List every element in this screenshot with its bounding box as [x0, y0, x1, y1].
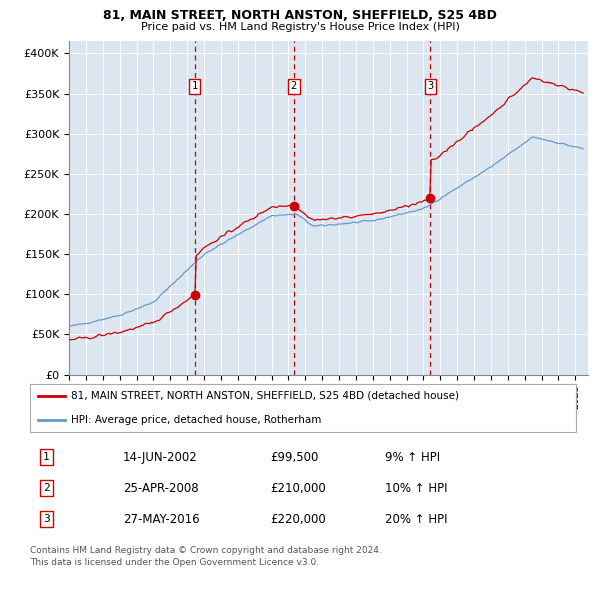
Text: 2: 2: [290, 81, 297, 91]
Text: 14-JUN-2002: 14-JUN-2002: [123, 451, 197, 464]
Text: 3: 3: [427, 81, 433, 91]
Text: HPI: Average price, detached house, Rotherham: HPI: Average price, detached house, Roth…: [71, 415, 322, 425]
Text: 3: 3: [43, 514, 50, 524]
Text: 81, MAIN STREET, NORTH ANSTON, SHEFFIELD, S25 4BD (detached house): 81, MAIN STREET, NORTH ANSTON, SHEFFIELD…: [71, 391, 459, 401]
Text: Price paid vs. HM Land Registry's House Price Index (HPI): Price paid vs. HM Land Registry's House …: [140, 22, 460, 32]
Text: 1: 1: [191, 81, 198, 91]
Text: £220,000: £220,000: [270, 513, 326, 526]
Text: 81, MAIN STREET, NORTH ANSTON, SHEFFIELD, S25 4BD: 81, MAIN STREET, NORTH ANSTON, SHEFFIELD…: [103, 9, 497, 22]
Text: 1: 1: [43, 453, 50, 462]
Text: Contains HM Land Registry data © Crown copyright and database right 2024.
This d: Contains HM Land Registry data © Crown c…: [30, 546, 382, 566]
Text: 2: 2: [43, 483, 50, 493]
Text: 27-MAY-2016: 27-MAY-2016: [123, 513, 199, 526]
Text: 10% ↑ HPI: 10% ↑ HPI: [385, 481, 448, 495]
Text: 25-APR-2008: 25-APR-2008: [123, 481, 199, 495]
Text: £99,500: £99,500: [270, 451, 319, 464]
Text: 20% ↑ HPI: 20% ↑ HPI: [385, 513, 448, 526]
Text: £210,000: £210,000: [270, 481, 326, 495]
Text: 9% ↑ HPI: 9% ↑ HPI: [385, 451, 440, 464]
